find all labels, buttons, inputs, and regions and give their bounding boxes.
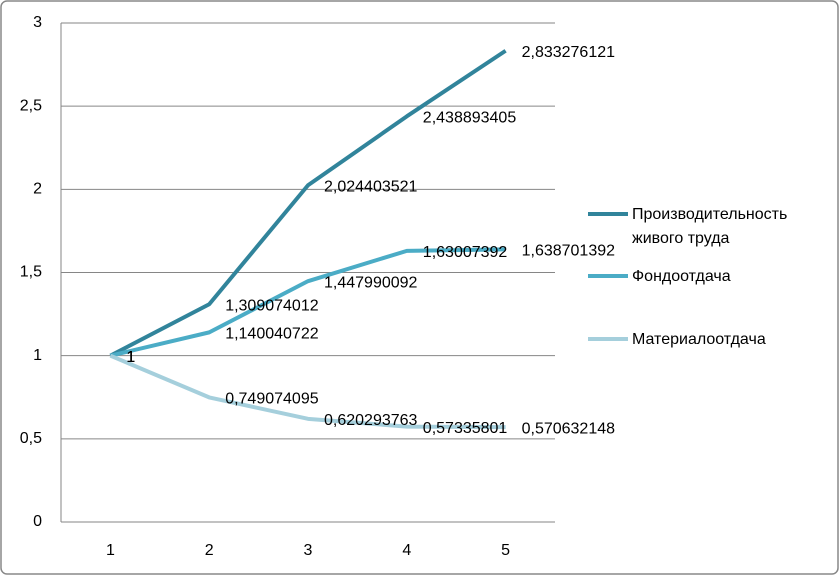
y-tick-label: 2,5 — [20, 97, 42, 114]
legend-item: Материалоотдача — [588, 328, 828, 352]
legend-label: Производительность живого труда — [632, 206, 788, 247]
x-tick-label: 4 — [402, 542, 411, 559]
legend-item: Производительность живого труда — [588, 203, 828, 251]
x-tick-label: 5 — [501, 542, 510, 559]
series-line — [109, 49, 507, 358]
legend-item: Фондоотдача — [588, 265, 828, 289]
legend-label: Материалоотдача — [632, 331, 766, 348]
data-label: 0,570632148 — [522, 420, 616, 437]
y-tick-label: 1 — [33, 347, 42, 364]
series-line — [109, 353, 506, 430]
legend-swatch — [588, 337, 628, 341]
data-label: 0,620293763 — [324, 412, 418, 429]
data-label: 1 — [126, 349, 135, 366]
data-label: 1,63007392 — [423, 244, 508, 261]
data-label: 2,024403521 — [324, 178, 418, 195]
y-tick-label: 0,5 — [20, 430, 42, 447]
x-tick-label: 1 — [106, 542, 115, 559]
legend-label: Фондоотдача — [632, 268, 731, 285]
legend-swatch — [588, 274, 628, 278]
legend-swatch — [588, 212, 628, 216]
data-label: 0,57335801 — [423, 420, 508, 437]
y-tick-label: 2 — [33, 181, 42, 198]
data-label: 1,638701392 — [522, 243, 616, 260]
x-tick-label: 3 — [304, 542, 313, 559]
data-label: 1 — [126, 349, 135, 366]
data-label: 1 — [126, 349, 135, 366]
data-label: 1,309074012 — [225, 297, 319, 314]
y-tick-label: 0 — [33, 513, 42, 530]
data-label: 1,140040722 — [225, 326, 319, 343]
data-label: 0,749074095 — [225, 391, 319, 408]
y-tick-label: 1,5 — [20, 264, 42, 281]
x-tick-label: 2 — [205, 542, 214, 559]
series-line — [109, 247, 506, 358]
data-label: 2,833276121 — [522, 44, 616, 61]
data-label: 1,447990092 — [324, 274, 418, 291]
data-label: 2,438893405 — [423, 110, 517, 127]
y-tick-label: 3 — [33, 14, 42, 31]
